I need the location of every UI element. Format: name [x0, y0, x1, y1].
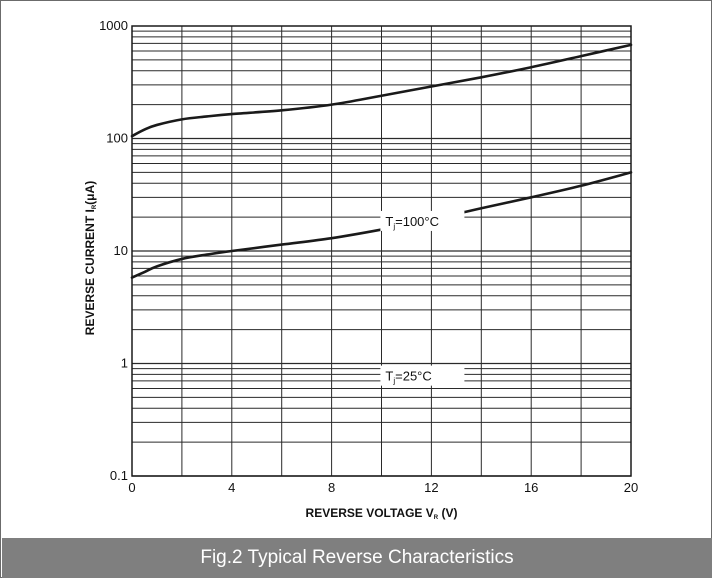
x-tick-label: 12: [424, 480, 438, 495]
series-label-bg: [380, 210, 465, 231]
figure-caption: Fig.2 Typical Reverse Characteristics: [2, 538, 712, 578]
series-line-0: [130, 43, 633, 138]
plot-frame: [131, 25, 632, 477]
series-label-suffix: =25°C: [395, 369, 432, 384]
series-label-prefix: T: [385, 214, 393, 229]
series-label-subscript: j: [392, 377, 395, 386]
x-axis-title-subscript: R: [434, 515, 439, 521]
y-tick-label: 100: [106, 131, 128, 146]
y-tick-label: 0.1: [110, 468, 128, 483]
x-tick-label: 16: [524, 480, 538, 495]
x-tick-label: 8: [328, 480, 335, 495]
series-line-1: [130, 171, 633, 279]
series-label-suffix: =100°C: [395, 214, 439, 229]
y-axis-title-subscript: R: [92, 204, 98, 209]
y-tick-label: 10: [114, 243, 128, 258]
y-axis-title: REVERSE CURRENT IR(μA): [83, 181, 98, 335]
x-tick-label: 4: [228, 480, 235, 495]
x-tick-label: 20: [624, 480, 638, 495]
y-tick-label: 1000: [99, 18, 128, 33]
y-axis-title-main: REVERSE CURRENT I: [83, 209, 97, 335]
y-tick-label: 1: [121, 356, 128, 371]
y-axis-title-unit: (μA): [83, 181, 97, 205]
series-label-prefix: T: [385, 369, 393, 384]
x-axis-title-main: REVERSE VOLTAGE V: [306, 506, 434, 520]
x-tick-label: 0: [128, 480, 135, 495]
series-label-0: Tj=100°C: [385, 214, 439, 231]
x-axis-title: REVERSE VOLTAGE VR (V): [306, 506, 458, 521]
series-label-1: Tj=25°C: [385, 369, 431, 386]
series-label-subscript: j: [392, 222, 395, 231]
series-label-bg: [380, 365, 465, 386]
x-axis-title-unit: (V): [438, 506, 457, 520]
